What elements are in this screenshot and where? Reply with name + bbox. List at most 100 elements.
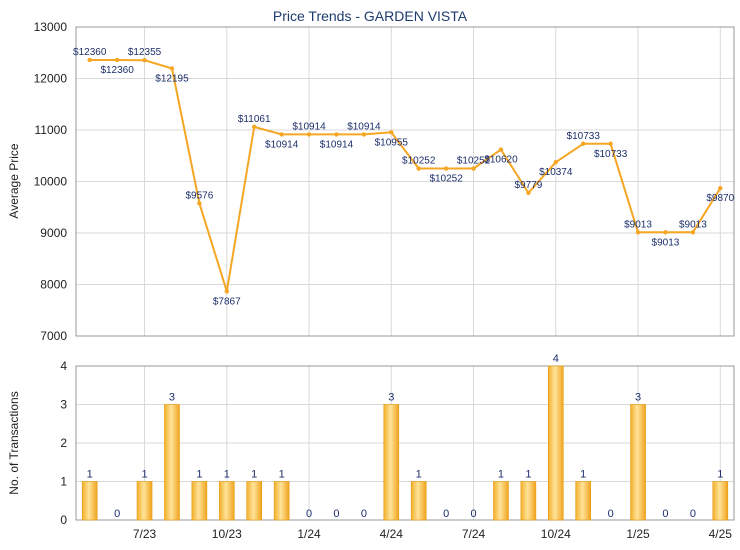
price-point-label: $10374 xyxy=(539,167,573,178)
price-y-tick-label: 13000 xyxy=(34,20,68,34)
price-point xyxy=(471,166,476,171)
transaction-count-label: 1 xyxy=(525,469,531,481)
price-point-label: $9013 xyxy=(624,219,652,230)
price-point-label: $10914 xyxy=(347,121,381,132)
transaction-bar xyxy=(547,365,564,521)
price-point-label: $10733 xyxy=(567,131,601,142)
price-point xyxy=(443,166,449,171)
transaction-count-label: 0 xyxy=(114,508,120,520)
transaction-count-label: 1 xyxy=(141,469,147,481)
price-y-axis-title: Average Price xyxy=(7,143,21,218)
price-y-tick-label: 8000 xyxy=(40,278,67,292)
transaction-bar xyxy=(493,481,509,521)
price-point xyxy=(87,57,92,63)
transaction-bar xyxy=(630,404,646,521)
price-point-label: $9870 xyxy=(706,193,734,204)
price-point-label: $10620 xyxy=(484,155,518,166)
price-line xyxy=(89,59,722,293)
price-point-label: $10733 xyxy=(594,149,628,160)
transaction-count-label: 1 xyxy=(87,469,93,481)
transaction-count-label: 0 xyxy=(470,508,476,520)
transaction-bar xyxy=(218,481,235,521)
price-point xyxy=(635,230,641,235)
transaction-bar xyxy=(136,481,153,521)
price-point xyxy=(416,166,421,171)
transaction-count-label: 1 xyxy=(580,469,586,481)
transaction-count-label: 3 xyxy=(388,392,394,404)
x-tick-label: 4/25 xyxy=(709,527,733,541)
price-point-label: $12195 xyxy=(155,73,189,84)
price-point-label: $10252 xyxy=(429,174,463,185)
price-point-label: $9576 xyxy=(185,190,213,201)
price-point-label: $10252 xyxy=(457,156,491,167)
transaction-count-label: 1 xyxy=(416,469,422,481)
price-point-label: $9013 xyxy=(652,237,680,248)
price-point xyxy=(252,124,257,130)
transaction-count-label: 3 xyxy=(635,392,641,404)
price-plot-frame xyxy=(75,26,735,337)
transactions-y-tick-label: 4 xyxy=(60,359,67,373)
price-point xyxy=(553,160,558,165)
x-axis-ticks: 7/23 10/23 1/24 4/24 7/24 10/24 1/25 4/25 xyxy=(133,527,732,541)
price-point xyxy=(663,230,668,235)
price-point-label: $12355 xyxy=(128,47,162,58)
price-point xyxy=(197,201,202,206)
transactions-y-ticks: 0 1 2 3 4 xyxy=(60,359,67,527)
price-point xyxy=(334,132,339,137)
transactions-plot-frame xyxy=(75,365,735,521)
price-y-tick-label: 10000 xyxy=(34,175,68,189)
price-point xyxy=(581,141,586,146)
transaction-count-label: 0 xyxy=(662,508,668,520)
transactions-y-axis-title: No. of Transactions xyxy=(7,391,21,494)
price-y-tick-label: 12000 xyxy=(34,72,68,86)
transaction-bars xyxy=(81,365,729,521)
price-grid xyxy=(76,26,734,337)
price-points xyxy=(87,57,723,294)
transaction-bar xyxy=(520,481,537,521)
price-point xyxy=(718,185,723,191)
x-tick-label: 10/24 xyxy=(541,527,571,541)
x-tick-label: 1/24 xyxy=(297,527,321,541)
price-point xyxy=(389,130,394,135)
price-point-label: $11061 xyxy=(238,114,271,125)
price-point-label: $7867 xyxy=(213,296,241,307)
price-point-label: $12360 xyxy=(73,47,107,58)
price-point-label: $9013 xyxy=(679,219,707,230)
transactions-y-tick-label: 2 xyxy=(60,436,67,450)
price-trend-line xyxy=(89,59,722,293)
price-point xyxy=(526,190,531,196)
price-y-ticks: 7000 8000 9000 10000 11000 12000 13000 xyxy=(34,20,68,343)
x-tick-label: 7/23 xyxy=(133,527,157,541)
x-tick-label: 1/25 xyxy=(626,527,650,541)
transaction-bar xyxy=(383,404,400,521)
transaction-bar xyxy=(273,481,290,521)
x-tick-label: 7/24 xyxy=(462,527,486,541)
transaction-count-label: 1 xyxy=(279,469,285,481)
transaction-count-label: 0 xyxy=(361,508,367,520)
transaction-count-label: 0 xyxy=(333,508,339,520)
transaction-count-label: 1 xyxy=(196,469,202,481)
price-point xyxy=(306,132,312,137)
price-point-labels: $12360 $12360 $12355 $12195 $9576 $7867 $11061… xyxy=(73,47,735,307)
price-point-label: $10914 xyxy=(320,139,354,150)
transaction-bar xyxy=(164,404,180,521)
transaction-count-label: 0 xyxy=(690,508,696,520)
price-point xyxy=(224,289,229,294)
price-y-tick-label: 9000 xyxy=(40,226,67,240)
price-point xyxy=(361,132,367,137)
price-point-label: $10914 xyxy=(265,139,299,150)
price-point xyxy=(114,57,120,63)
price-point xyxy=(279,132,284,137)
transaction-count-label: 0 xyxy=(608,508,614,520)
transaction-count-label: 3 xyxy=(169,392,175,404)
transaction-count-label: 4 xyxy=(553,353,559,365)
price-point-label: $10252 xyxy=(402,156,436,167)
transaction-bar xyxy=(191,481,208,521)
price-point xyxy=(169,66,175,71)
price-point-label: $10914 xyxy=(292,121,326,132)
x-tick-label: 4/24 xyxy=(380,527,404,541)
price-point xyxy=(498,147,504,152)
transactions-y-tick-label: 3 xyxy=(60,398,67,412)
transaction-bar xyxy=(712,481,729,521)
transaction-count-label: 1 xyxy=(224,469,230,481)
